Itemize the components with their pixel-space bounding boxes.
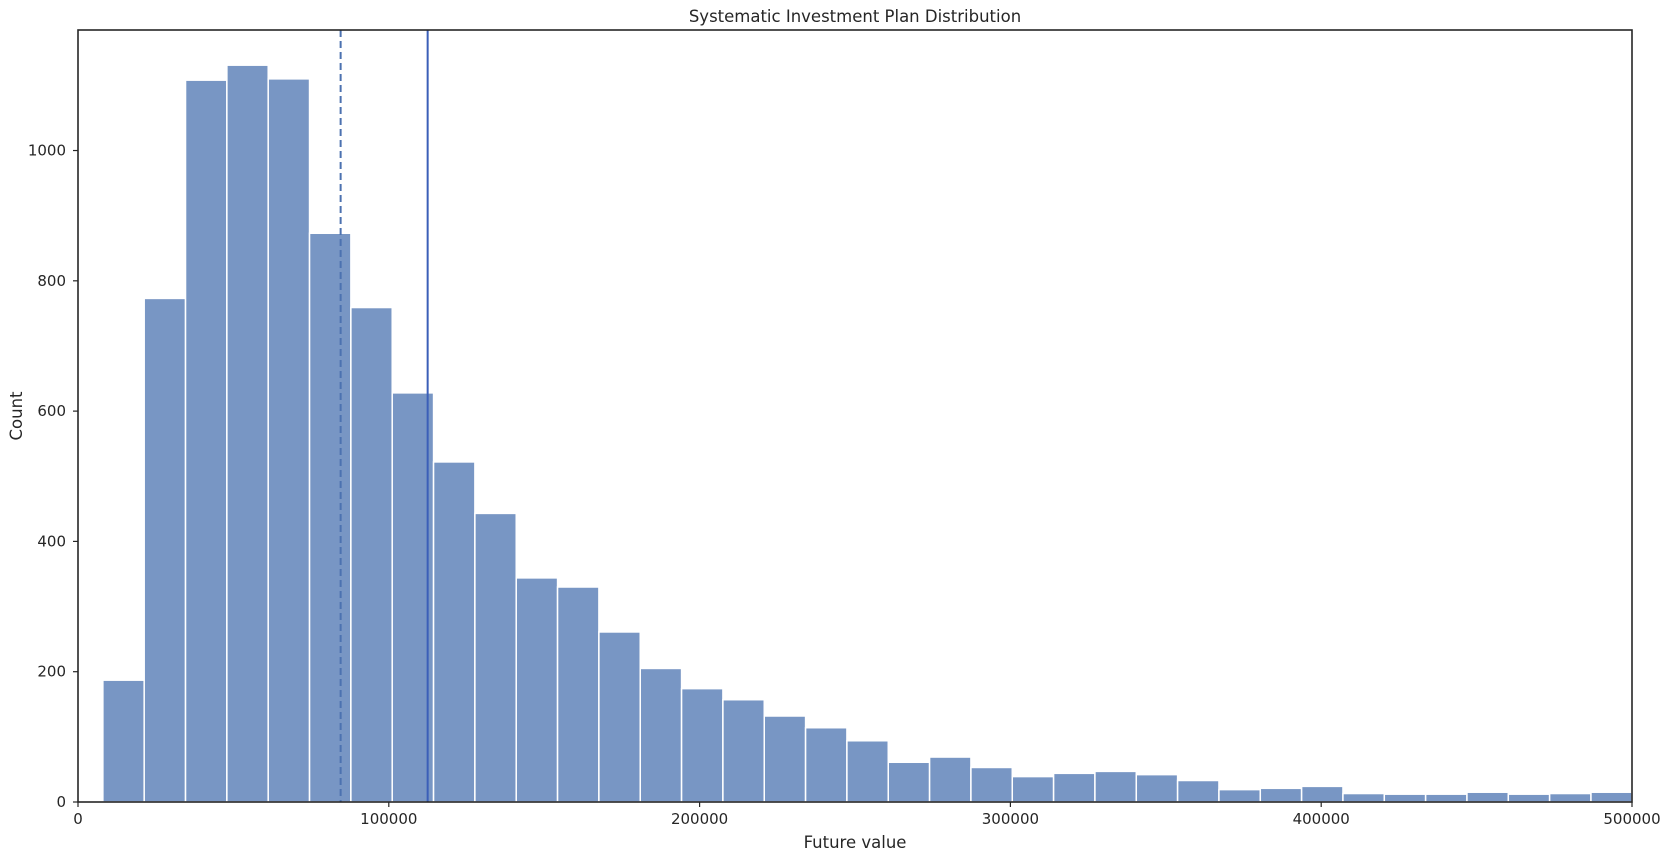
histogram-bar — [1466, 791, 1510, 803]
x-tick-label: 100000 — [360, 810, 417, 828]
y-tick-label: 0 — [56, 793, 66, 811]
histogram-bar — [887, 761, 931, 803]
y-axis-label: Count — [7, 391, 26, 441]
y-tick-label: 400 — [37, 532, 66, 550]
histogram-bar — [1342, 792, 1386, 803]
reference-lines-layer — [339, 30, 429, 802]
histogram-bar — [804, 726, 848, 803]
histogram-bar — [680, 687, 724, 803]
histogram-bar — [350, 306, 393, 803]
ticks-layer: 0 100000 200000 300000 400000 500000 0 200 400 60… — [28, 142, 1661, 828]
x-tick-label: 500000 — [1603, 810, 1660, 828]
histogram-bar — [1176, 779, 1220, 803]
histogram-bar — [1094, 770, 1138, 803]
histogram-bar — [474, 512, 517, 803]
histogram-bar — [143, 297, 187, 803]
histogram-bar — [763, 715, 807, 803]
histogram-bar — [639, 667, 683, 803]
chart-title: Systematic Investment Plan Distribution — [689, 7, 1021, 26]
histogram-bar — [515, 577, 559, 803]
histogram-bar — [102, 679, 145, 803]
histogram-bar — [1011, 775, 1055, 803]
x-tick-label: 0 — [73, 810, 83, 828]
histogram-bar — [432, 461, 476, 803]
histogram-bar — [1424, 793, 1468, 803]
histogram-bar — [1590, 791, 1633, 803]
plot-frame — [77, 29, 1633, 803]
histogram-bar — [1052, 772, 1096, 803]
x-axis-label: Future value — [804, 833, 907, 852]
histogram-bar — [308, 232, 352, 803]
histogram-bar — [1383, 793, 1427, 803]
histogram-bar — [556, 586, 600, 803]
histogram-bar — [722, 698, 765, 803]
histogram-bar — [970, 766, 1014, 803]
histogram-bar — [1548, 792, 1592, 803]
y-tick-label: 800 — [37, 272, 66, 290]
histogram-bar — [1218, 788, 1262, 803]
histogram-bar — [928, 756, 972, 803]
histogram-bar — [267, 78, 311, 803]
histogram-bar — [1135, 773, 1179, 803]
histogram-bar — [184, 79, 228, 803]
histogram-bar — [226, 64, 269, 803]
y-tick-label: 200 — [37, 663, 66, 681]
x-tick-label: 300000 — [982, 810, 1039, 828]
y-tick-label: 1000 — [28, 142, 66, 160]
y-tick-label: 600 — [37, 402, 66, 420]
histogram-bar — [846, 740, 890, 803]
histogram-bar — [1259, 787, 1303, 803]
histogram-bar — [1300, 785, 1344, 803]
x-tick-label: 200000 — [671, 810, 728, 828]
bars-layer — [102, 64, 1633, 803]
x-tick-label: 400000 — [1293, 810, 1350, 828]
histogram-bar — [598, 631, 641, 803]
histogram-bar — [1507, 793, 1551, 803]
